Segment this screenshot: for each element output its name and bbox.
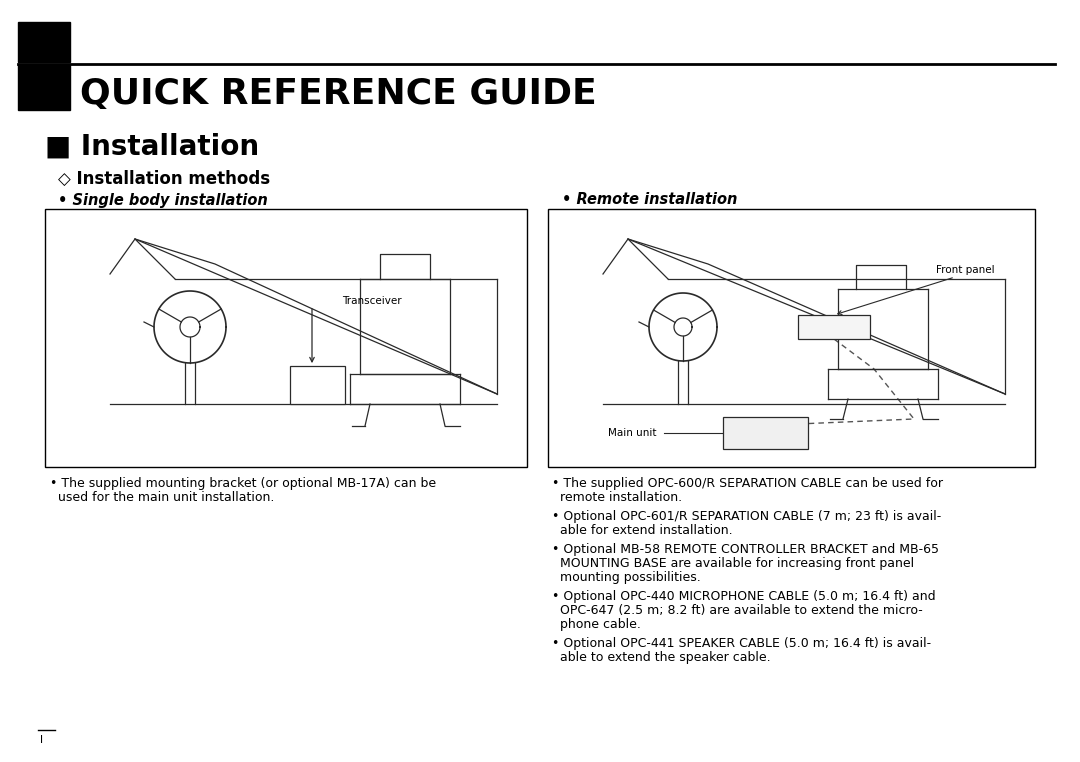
Text: Front panel: Front panel [935, 265, 995, 275]
Text: Main unit: Main unit [608, 428, 657, 438]
Text: ■ Installation: ■ Installation [45, 133, 259, 161]
Text: used for the main unit installation.: used for the main unit installation. [50, 491, 274, 504]
Text: able for extend installation.: able for extend installation. [552, 524, 732, 537]
Bar [291, 366, 345, 404]
Text: able to extend the speaker cable.: able to extend the speaker cable. [552, 651, 771, 664]
Text: • The supplied mounting bracket (or optional MB-17A) can be: • The supplied mounting bracket (or opti… [50, 477, 436, 490]
Text: • Optional OPC-440 MICROPHONE CABLE (5.0 m; 16.4 ft) and: • Optional OPC-440 MICROPHONE CABLE (5.0… [552, 590, 935, 603]
Text: ◇ Installation methods: ◇ Installation methods [58, 170, 270, 188]
Text: QUICK REFERENCE GUIDE: QUICK REFERENCE GUIDE [80, 77, 597, 111]
Text: MOUNTING BASE are available for increasing front panel: MOUNTING BASE are available for increasi… [552, 557, 914, 570]
Text: • Optional OPC-441 SPEAKER CABLE (5.0 m; 16.4 ft) is avail-: • Optional OPC-441 SPEAKER CABLE (5.0 m;… [552, 637, 931, 650]
Text: OPC-647 (2.5 m; 8.2 ft) are available to extend the micro-: OPC-647 (2.5 m; 8.2 ft) are available to… [552, 604, 922, 617]
Text: phone cable.: phone cable. [552, 618, 640, 631]
Bar [45, 209, 527, 467]
Bar [18, 64, 70, 110]
Text: Transceiver: Transceiver [342, 296, 402, 306]
Text: • The supplied OPC-600/R SEPARATION CABLE can be used for: • The supplied OPC-600/R SEPARATION CABL… [552, 477, 943, 490]
Text: mounting possibilities.: mounting possibilities. [552, 571, 701, 584]
Text: • Optional MB-58 REMOTE CONTROLLER BRACKET and MB-65: • Optional MB-58 REMOTE CONTROLLER BRACK… [552, 543, 939, 556]
Text: • Single body installation: • Single body installation [58, 193, 268, 207]
Text: remote installation.: remote installation. [552, 491, 683, 504]
Bar [548, 209, 1035, 467]
Bar [723, 417, 808, 449]
Text: • Optional OPC-601/R SEPARATION CABLE (7 m; 23 ft) is avail-: • Optional OPC-601/R SEPARATION CABLE (7… [552, 510, 942, 523]
Text: • Remote installation: • Remote installation [562, 193, 738, 207]
Text: l: l [40, 735, 43, 745]
Bar [18, 22, 70, 62]
Bar [798, 315, 870, 339]
